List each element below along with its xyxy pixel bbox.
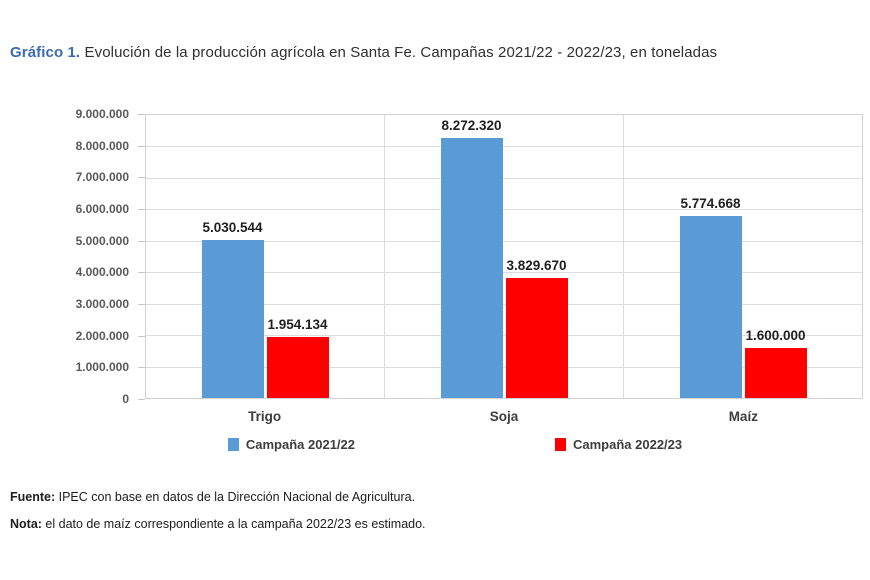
y-tick-mark <box>138 177 145 179</box>
legend-label: Campaña 2022/23 <box>573 437 683 452</box>
gridline <box>146 209 862 211</box>
bar-value-label: 3.829.670 <box>506 257 567 273</box>
title-prefix: Gráfico 1. <box>10 44 81 61</box>
footer-notes: Fuente: IPEC con base en datos de la Dir… <box>10 484 426 538</box>
y-tick-mark <box>138 367 145 369</box>
page-title: Gráfico 1. Evolución de la producción ag… <box>10 44 717 61</box>
source-note: Fuente: IPEC con base en datos de la Dir… <box>10 484 426 511</box>
legend-item-campana-2021-22: Campaña 2021/22 <box>227 437 355 452</box>
y-tick-label: 3.000.000 <box>75 297 129 311</box>
legend-swatch-red-icon <box>555 438 566 451</box>
source-label: Fuente: <box>10 490 56 504</box>
category-group-trigo: 5.030.544 1.954.134 <box>146 115 384 398</box>
y-axis: 9.000.000 8.000.000 7.000.000 6.000.000 5.00… <box>0 107 145 406</box>
y-tick-label: 7.000.000 <box>75 170 129 185</box>
gridline <box>146 177 862 179</box>
legend-item-campana-2022-23: Campaña 2022/23 <box>555 437 682 452</box>
y-tick-label: 5.000.000 <box>75 233 129 248</box>
title-text: Evolución de la producción agrícola en S… <box>84 44 718 61</box>
gridlines <box>146 115 862 398</box>
x-label-trigo: Trigo <box>248 409 282 424</box>
x-axis: Trigo Soja Maíz <box>145 409 863 424</box>
y-tick-label: 2.000.000 <box>75 328 129 343</box>
y-tick-mark <box>138 335 145 337</box>
category-group-maiz: 5.774.668 1.600.000 <box>623 115 862 398</box>
y-tick-label: 8.000.000 <box>75 138 129 153</box>
gridline <box>146 240 862 242</box>
x-label-soja: Soja <box>489 409 519 424</box>
x-label-maiz: Maíz <box>728 409 758 424</box>
estimate-note: Nota: el dato de maíz correspondiente a … <box>10 511 426 538</box>
chart-legend: Campaña 2021/22 Campaña 2022/23 <box>100 437 810 452</box>
bar-trigo-campana-2021-22: 5.030.544 <box>201 220 264 398</box>
y-tick-mark <box>138 145 145 147</box>
bar-soja-campana-2022-23: 3.829.670 <box>505 258 568 398</box>
bar-value-label: 8.272.320 <box>441 117 502 133</box>
source-text: IPEC con base en datos de la Dirección N… <box>55 490 416 504</box>
gridline <box>146 303 862 305</box>
y-tick-mark <box>138 114 145 115</box>
category-group-soja: 8.272.320 3.829.670 <box>384 115 623 398</box>
y-tick-label: 9.000.000 <box>75 107 129 121</box>
y-tick-label: 1.000.000 <box>75 360 129 375</box>
y-tick-mark <box>138 272 145 274</box>
category-slots: 5.030.544 1.954.134 8.272.320 3.829.670 … <box>146 115 862 398</box>
gridline <box>146 272 862 274</box>
bar-maiz-campana-2021-22: 5.774.668 <box>679 196 742 398</box>
bar-soja-campana-2021-22: 8.272.320 <box>440 118 503 398</box>
bar-value-label: 1.600.000 <box>745 327 806 343</box>
y-tick-label: 6.000.000 <box>75 202 129 216</box>
y-tick-mark <box>138 209 145 210</box>
note-label: Nota: <box>10 517 42 531</box>
y-tick-label: 0 <box>122 392 129 406</box>
note-text: el dato de maíz correspondiente a la cam… <box>41 517 426 531</box>
legend-label: Campaña 2021/22 <box>245 437 355 452</box>
gridline <box>146 146 862 148</box>
y-tick-mark <box>138 240 145 242</box>
legend-swatch-blue-icon <box>227 438 239 451</box>
gridline <box>146 335 862 337</box>
gridline <box>146 366 862 368</box>
y-tick-label: 4.000.000 <box>75 265 129 280</box>
bar-value-label: 1.954.134 <box>267 316 328 332</box>
bar-value-label: 5.774.668 <box>680 196 741 212</box>
y-tick-mark <box>138 304 145 305</box>
bar-value-label: 5.030.544 <box>202 219 263 235</box>
bar-maiz-campana-2022-23: 1.600.000 <box>744 328 807 398</box>
y-tick-mark <box>138 399 145 400</box>
bar-trigo-campana-2022-23: 1.954.134 <box>266 317 329 398</box>
plot-area: 5.030.544 1.954.134 8.272.320 3.829.670 … <box>145 114 863 399</box>
